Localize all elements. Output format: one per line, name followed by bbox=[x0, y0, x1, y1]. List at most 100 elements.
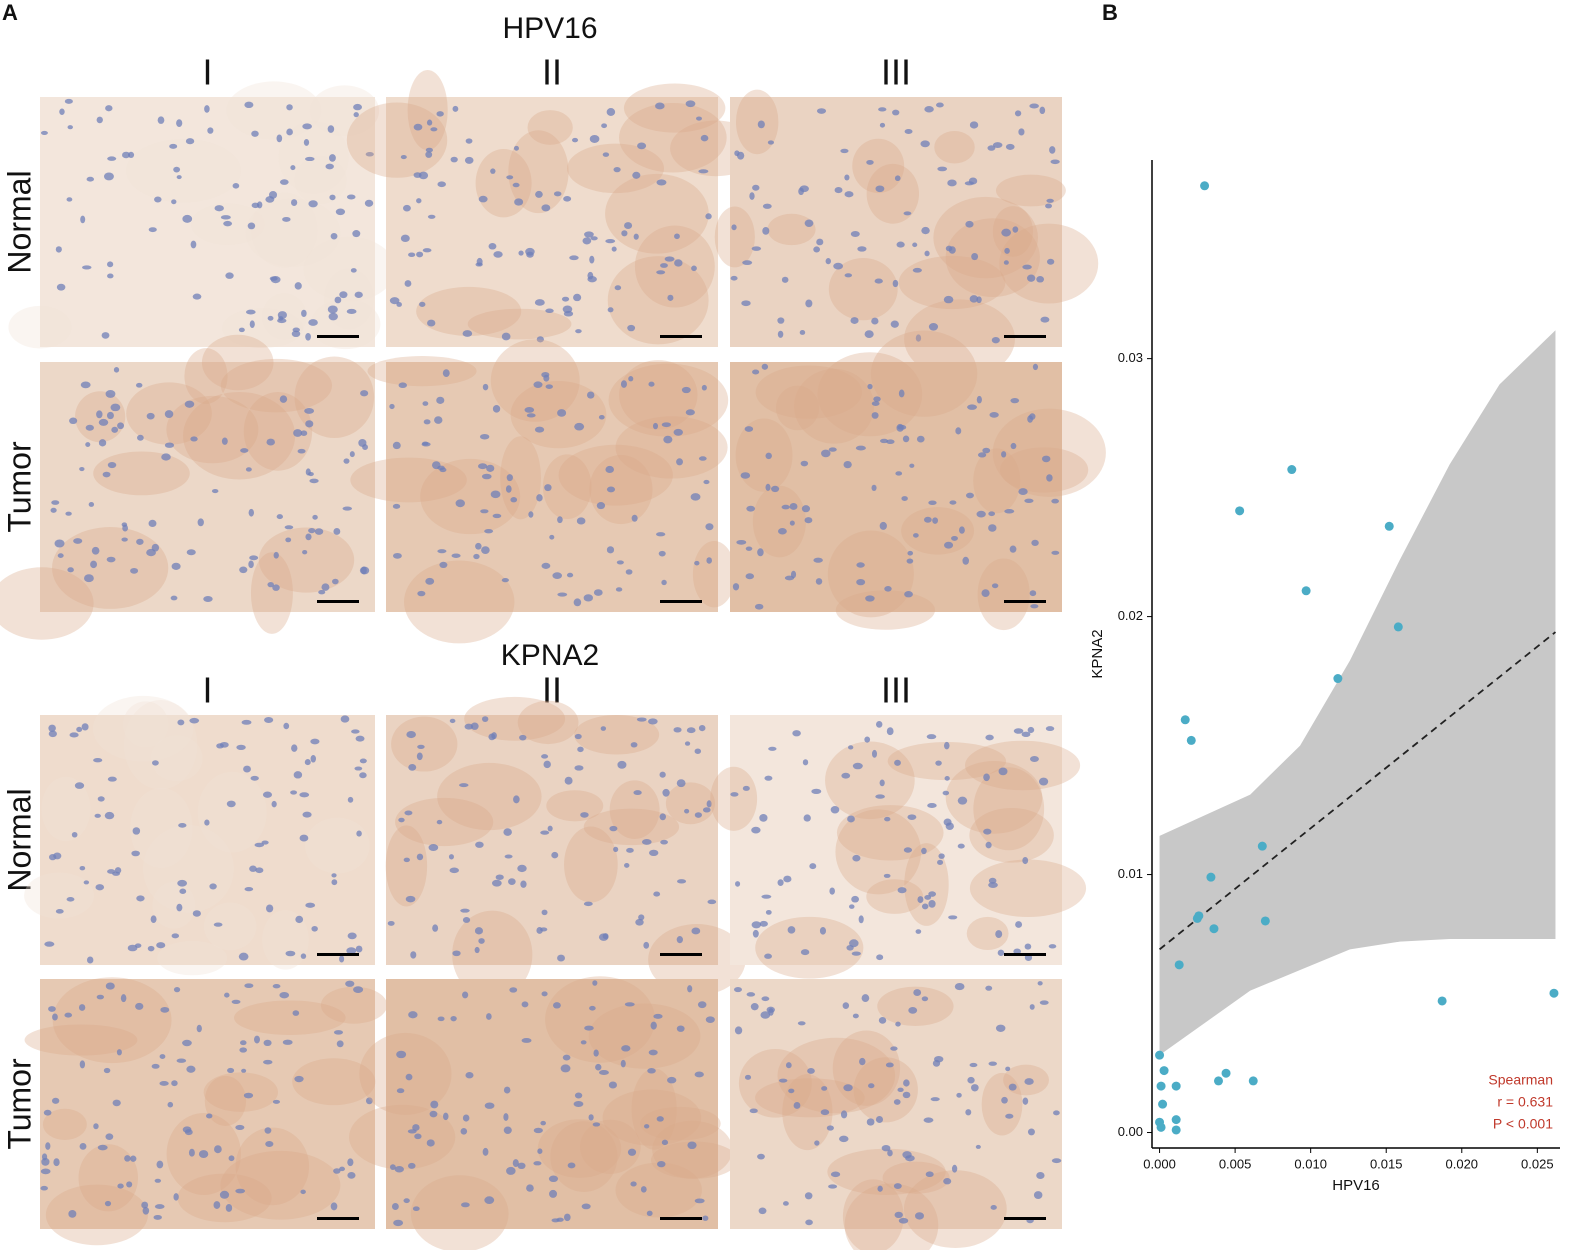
nucleus bbox=[267, 315, 274, 321]
nucleus bbox=[318, 589, 326, 595]
nucleus bbox=[41, 1153, 48, 1161]
stain-region bbox=[640, 1106, 721, 1141]
nucleus bbox=[474, 927, 483, 935]
nucleus bbox=[310, 755, 316, 763]
nucleus bbox=[1022, 856, 1029, 865]
nucleus bbox=[506, 474, 513, 482]
nucleus bbox=[57, 553, 64, 558]
nucleus bbox=[150, 915, 157, 923]
nucleus bbox=[43, 1109, 52, 1116]
stain-region bbox=[157, 940, 228, 976]
nucleus bbox=[154, 196, 162, 203]
nucleus bbox=[676, 779, 686, 788]
nucleus bbox=[694, 560, 700, 566]
stain-region bbox=[416, 286, 522, 336]
nucleus bbox=[97, 796, 105, 802]
nucleus bbox=[231, 999, 241, 1004]
data-point bbox=[1287, 465, 1297, 475]
nucleus bbox=[249, 320, 255, 328]
stain-region bbox=[92, 695, 194, 762]
nucleus bbox=[661, 579, 667, 586]
nucleus bbox=[146, 548, 156, 557]
nucleus bbox=[481, 473, 492, 480]
nucleus bbox=[976, 296, 982, 304]
nucleus bbox=[757, 1153, 765, 1160]
nucleus bbox=[173, 166, 181, 173]
nucleus bbox=[226, 800, 236, 808]
data-point bbox=[1301, 586, 1311, 596]
nucleus bbox=[413, 123, 423, 131]
nucleus bbox=[526, 1184, 534, 1192]
nucleus bbox=[687, 985, 693, 993]
nucleus bbox=[865, 595, 875, 602]
nucleus bbox=[871, 317, 879, 325]
nucleus bbox=[890, 320, 899, 328]
nucleus bbox=[648, 849, 659, 857]
nucleus bbox=[797, 1021, 806, 1026]
nucleus bbox=[884, 816, 891, 822]
nucleus bbox=[299, 834, 309, 842]
nucleus bbox=[843, 1084, 853, 1092]
nucleus bbox=[271, 800, 277, 808]
stain-region bbox=[827, 530, 914, 618]
nucleus bbox=[677, 879, 687, 884]
nucleus bbox=[885, 1062, 894, 1068]
scale-bar bbox=[660, 1217, 702, 1220]
stain-region bbox=[558, 444, 673, 506]
nucleus bbox=[789, 520, 795, 526]
nucleus bbox=[83, 880, 90, 885]
nucleus bbox=[331, 873, 337, 878]
nucleus bbox=[849, 939, 859, 948]
micrograph bbox=[24, 977, 388, 1246]
nucleus bbox=[700, 134, 709, 142]
nucleus bbox=[266, 438, 275, 446]
nucleus bbox=[813, 557, 823, 563]
stain-region bbox=[305, 817, 370, 874]
nucleus bbox=[102, 471, 111, 478]
nucleus bbox=[105, 1133, 114, 1140]
row-label: Tumor bbox=[1, 441, 37, 533]
nucleus bbox=[432, 924, 439, 932]
nucleus bbox=[517, 864, 527, 873]
nucleus bbox=[107, 156, 117, 161]
nucleus bbox=[509, 987, 518, 993]
stain-region bbox=[278, 121, 349, 194]
nucleus bbox=[365, 1097, 373, 1105]
nucleus bbox=[631, 514, 638, 522]
nucleus bbox=[705, 1016, 715, 1023]
nucleus bbox=[347, 932, 357, 940]
nucleus bbox=[659, 813, 667, 821]
nucleus bbox=[50, 507, 57, 513]
nucleus bbox=[484, 1102, 495, 1109]
nucleus bbox=[460, 1127, 468, 1135]
nucleus bbox=[1010, 442, 1017, 450]
nucleus bbox=[297, 448, 306, 454]
nucleus bbox=[804, 219, 814, 227]
nucleus bbox=[987, 145, 996, 151]
nucleus bbox=[359, 772, 367, 779]
nucleus bbox=[614, 285, 622, 291]
nucleus bbox=[660, 263, 668, 268]
nucleus bbox=[907, 814, 917, 821]
nucleus bbox=[916, 435, 925, 443]
nucleus bbox=[584, 1025, 594, 1031]
nucleus bbox=[520, 880, 527, 888]
nucleus bbox=[828, 447, 837, 452]
nucleus bbox=[596, 502, 606, 510]
nucleus bbox=[185, 138, 195, 145]
nucleus bbox=[630, 1181, 637, 1187]
nucleus bbox=[64, 98, 73, 104]
nucleus bbox=[90, 560, 98, 569]
nucleus bbox=[992, 142, 1003, 148]
stain-region bbox=[973, 767, 1045, 851]
nucleus bbox=[736, 539, 747, 545]
nucleus bbox=[563, 196, 572, 202]
nucleus bbox=[291, 744, 298, 752]
nucleus bbox=[1029, 756, 1039, 762]
nucleus bbox=[759, 920, 768, 927]
nucleus bbox=[422, 401, 429, 406]
nucleus bbox=[840, 148, 849, 154]
nucleus bbox=[1027, 726, 1035, 734]
nucleus bbox=[744, 426, 754, 432]
nucleus bbox=[884, 586, 892, 592]
